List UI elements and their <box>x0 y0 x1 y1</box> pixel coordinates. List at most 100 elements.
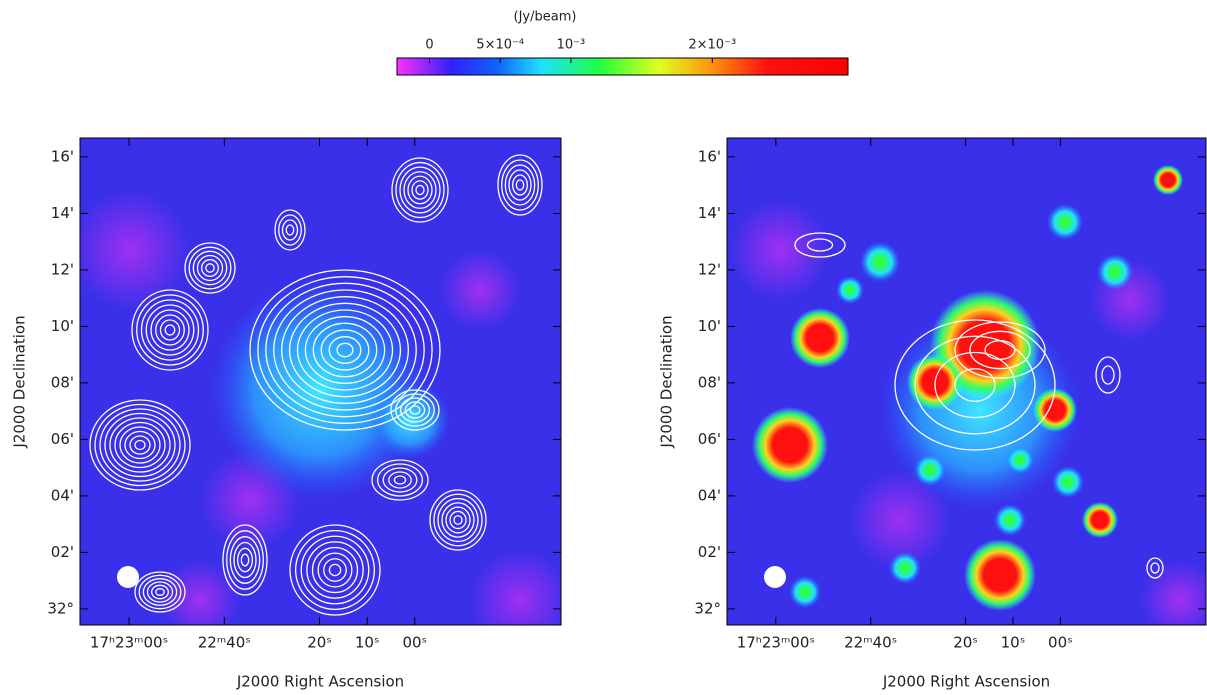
image-feature <box>1033 388 1077 432</box>
contour <box>94 403 186 487</box>
contour <box>441 502 475 538</box>
contour <box>138 574 182 610</box>
contour <box>151 584 169 600</box>
contour <box>188 246 232 290</box>
y-tick-label: 16' <box>51 147 74 165</box>
contour <box>226 530 264 590</box>
y-tick-label: 08' <box>698 373 721 391</box>
contour <box>312 322 378 378</box>
contour <box>317 552 353 588</box>
contour <box>155 314 185 346</box>
contour <box>954 368 996 402</box>
colorbar-tick-label: 5×10⁻⁴ <box>476 38 524 53</box>
contour <box>382 467 418 493</box>
contour <box>281 296 409 404</box>
contour <box>399 166 441 214</box>
contour <box>289 524 381 616</box>
contour <box>304 316 386 384</box>
y-tick-label: 10' <box>51 317 74 335</box>
y-tick-label: 04' <box>51 486 74 504</box>
contour <box>504 164 536 206</box>
y-tick-label: 14' <box>51 204 74 222</box>
image-feature <box>964 539 1036 611</box>
image-feature <box>370 380 450 460</box>
image-feature <box>1140 560 1206 625</box>
contour <box>109 417 171 473</box>
contour <box>222 524 268 596</box>
contour <box>124 430 156 460</box>
x-tick-label: 20ˢ <box>307 634 332 652</box>
image-feature <box>1047 204 1083 240</box>
colorbar-tick-label: 0 <box>425 38 433 53</box>
contour <box>437 497 479 543</box>
contour <box>306 541 364 599</box>
y-tick-label: 12' <box>51 260 74 278</box>
contour <box>184 242 236 294</box>
contour <box>411 180 429 200</box>
contour <box>445 506 471 534</box>
contour <box>155 588 165 596</box>
y-tick-label: 02' <box>698 543 721 561</box>
contour <box>501 159 539 211</box>
y-axis-title: J2000 Declination <box>11 315 29 448</box>
x-tick-label: 22ᵐ40ˢ <box>844 634 897 652</box>
contour <box>240 553 250 567</box>
x-axis-title: J2000 Right Ascension <box>236 673 404 691</box>
x-tick-label: 00ˢ <box>402 634 427 652</box>
contour <box>89 399 191 491</box>
contour <box>278 214 302 246</box>
contour <box>794 232 846 258</box>
y-tick-label: 06' <box>698 430 721 448</box>
colorbar-tick-label: 2×10⁻³ <box>688 38 736 53</box>
image-feature <box>1052 466 1084 498</box>
contour <box>1146 557 1164 579</box>
contour <box>140 299 200 361</box>
contour <box>142 578 178 606</box>
contour <box>237 547 253 573</box>
contour <box>806 238 834 252</box>
image-feature <box>752 407 828 483</box>
image-feature <box>160 560 240 625</box>
contour <box>395 161 445 219</box>
contour <box>403 171 437 209</box>
contour <box>393 475 407 485</box>
contour <box>404 401 426 419</box>
y-tick-label: 08' <box>51 373 74 391</box>
contour <box>196 254 224 282</box>
x-tick-label: 00ˢ <box>1048 634 1073 652</box>
contour <box>273 289 417 411</box>
y-tick-label: 14' <box>698 204 721 222</box>
contour <box>285 224 295 236</box>
contour <box>984 340 1016 360</box>
contour <box>515 179 525 191</box>
image-feature <box>1153 165 1183 195</box>
contour <box>233 541 257 579</box>
contour <box>328 563 342 577</box>
contour <box>300 535 370 605</box>
contour <box>146 581 174 603</box>
image-feature <box>210 280 430 500</box>
contour <box>192 250 228 286</box>
x-tick-label: 22ᵐ40ˢ <box>198 634 251 652</box>
colorbar-tick-label: 10⁻³ <box>557 38 586 53</box>
contour <box>320 329 370 371</box>
contour <box>288 302 402 398</box>
colorbar-label: (Jy/beam) <box>514 10 577 25</box>
contour <box>429 489 487 551</box>
image-feature <box>836 276 864 304</box>
contour <box>129 435 151 455</box>
contour <box>1150 562 1160 574</box>
x-tick-label: 17ʰ23ᵐ00ˢ <box>737 634 815 652</box>
image-feature <box>994 504 1026 536</box>
colorbar <box>396 57 849 76</box>
contour <box>294 529 376 611</box>
y-tick-label: 04' <box>698 486 721 504</box>
image-feature <box>470 550 561 625</box>
contour <box>894 319 1056 451</box>
contour <box>433 493 483 547</box>
contour <box>388 471 412 489</box>
image-feature <box>850 470 950 570</box>
contour <box>323 558 347 582</box>
contour <box>131 289 209 371</box>
